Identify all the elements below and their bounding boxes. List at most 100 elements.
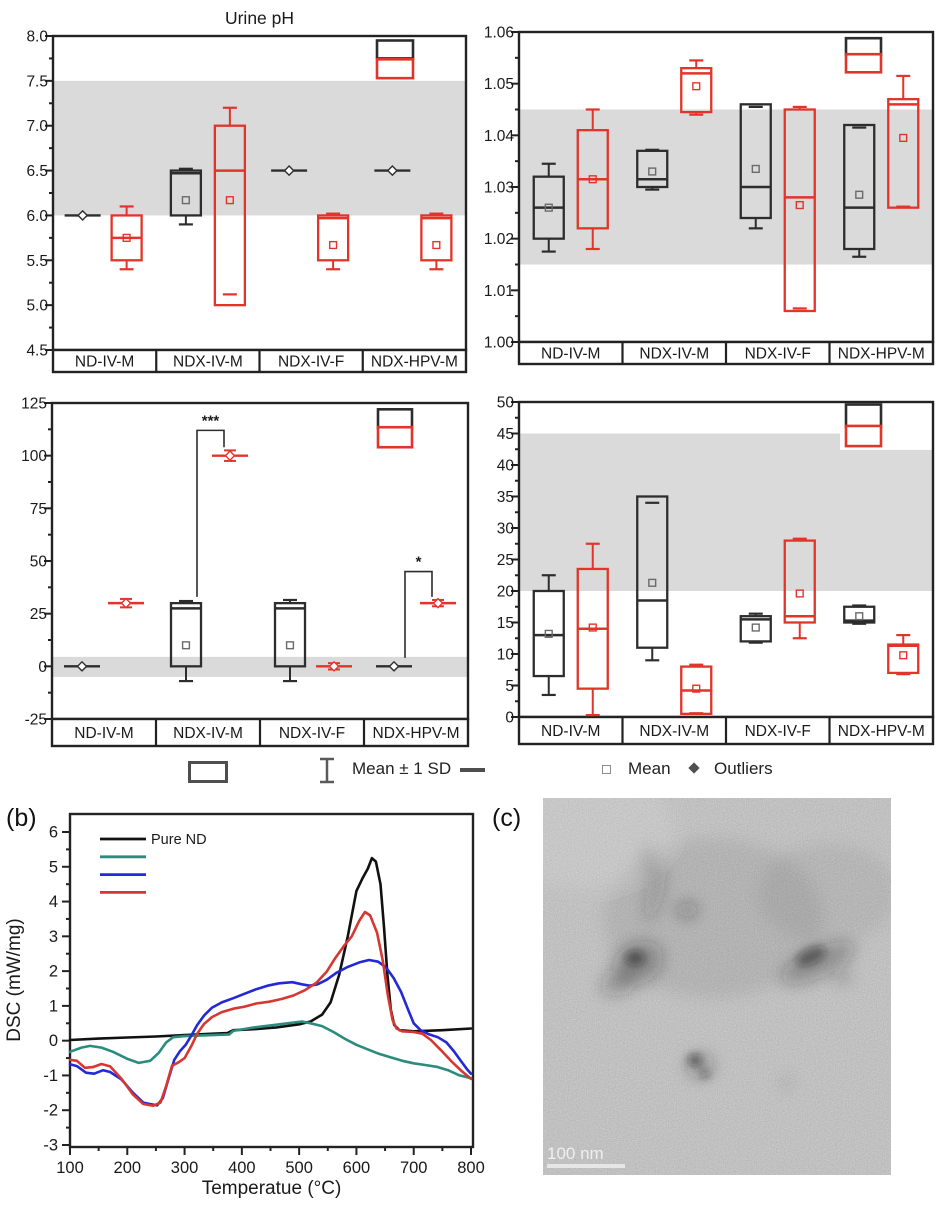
mean-label: Mean (628, 759, 671, 778)
red-box (420, 214, 453, 262)
red-mean-marker (432, 597, 444, 609)
y-tick-label: 50 (497, 395, 515, 412)
black-box (532, 589, 565, 678)
red-mean-marker (329, 240, 338, 250)
y-tick-label: 5.0 (26, 298, 48, 315)
x-tick-label: 600 (343, 1159, 371, 1177)
y-tick-label: 1.00 (484, 335, 515, 352)
y-tick-label: 0 (49, 1032, 58, 1050)
reference-band (54, 80, 465, 216)
y-tick-label: 25 (30, 606, 47, 623)
category-label: ND-IV-M (75, 354, 134, 371)
red-mean-marker (122, 233, 131, 242)
reference-band (520, 109, 932, 265)
black-mean-marker (181, 196, 190, 205)
y-tick-label: 75 (30, 501, 47, 518)
y-tick-label: -25 (25, 712, 47, 729)
black-box (636, 149, 669, 189)
y-tick-label: 4.5 (26, 343, 48, 360)
boxplot-summary-legend: Mean ± 1 SD Mean Outliers (0, 750, 940, 798)
dsc-series-Pure ND (68, 856, 473, 1042)
inset-red-box (376, 425, 414, 449)
inset-red-box (375, 58, 415, 80)
y-tick-label: 50 (30, 554, 48, 571)
x-axis-title: Temperatue (°C) (202, 1178, 342, 1199)
red-mean-marker (692, 82, 701, 91)
x-tick-label: 400 (228, 1159, 256, 1177)
y-tick-label: -1 (43, 1067, 58, 1085)
boxplot-mid-left: -25 0 25 50 75 100 125 ND-IV-M NDX-IV-M NDX-IV-F N… (21, 396, 470, 748)
plot-frame (68, 812, 475, 1149)
outliers-label: Outliers (714, 759, 773, 778)
reference-band (53, 656, 467, 677)
y-tick-label: 30 (497, 521, 515, 538)
y-tick-label: 4 (49, 893, 58, 911)
y-tick-label: 6 (49, 824, 58, 842)
y-tick-label: 100 (21, 448, 47, 465)
black-mean-marker (751, 164, 760, 174)
red-box (887, 98, 920, 209)
y-tick-label: 6.5 (26, 163, 48, 180)
y-tick-label: 1.04 (484, 128, 515, 145)
red-mean-marker (120, 597, 132, 609)
red-mean-marker (795, 589, 804, 598)
red-mean-marker (588, 175, 597, 184)
y-tick-label: 3 (49, 928, 58, 946)
black-mean-marker (648, 167, 657, 176)
category-label: NDX-IV-F (745, 346, 811, 363)
y-tick-label: 25 (497, 552, 514, 569)
box-outline-icon (188, 761, 228, 783)
red-mean-marker (899, 651, 908, 660)
black-mean-marker (648, 578, 657, 587)
red-mean-marker (224, 450, 236, 462)
y-tick-label: 5 (505, 678, 514, 695)
legend-label: Pure ND (151, 832, 207, 848)
black-mean-marker (386, 165, 398, 177)
x-tick-label: 700 (400, 1159, 428, 1177)
red-box (316, 214, 350, 262)
outlier-marker-icon (688, 762, 700, 774)
category-label: NDX-HPV-M (371, 354, 458, 371)
dsc-line-chart: 100 200 300 400 500 600 700 800 -3 -2 -1 0 1 2 3 4 5 6 Tem… (4, 812, 485, 1199)
inset-black-box (844, 36, 883, 57)
category-label: NDX-IV-F (745, 723, 811, 740)
y-tick-label: -3 (43, 1137, 58, 1155)
black-mean-marker (285, 641, 295, 650)
y-tick-label: 1.05 (484, 76, 514, 93)
y-tick-label: 0 (38, 659, 47, 676)
y-tick-label: 2 (49, 963, 58, 981)
inset-red-box (844, 52, 883, 74)
red-box (783, 108, 816, 313)
inset-black-box (375, 39, 415, 60)
black-mean-marker (388, 660, 400, 672)
significance-stars: *** (202, 412, 220, 429)
red-mean-marker (432, 240, 441, 250)
y-tick-label: 1 (49, 997, 58, 1015)
category-label: NDX-IV-M (173, 725, 243, 742)
y-tick-label: 125 (21, 396, 47, 413)
tem-scale-bar-label: 100 nm (547, 1144, 604, 1163)
y-tick-label: 5.5 (26, 253, 48, 270)
category-label: ND-IV-M (541, 346, 600, 363)
inset-black-box (376, 408, 414, 430)
tem-scale-bar (547, 1164, 625, 1168)
tem-aggregate-cores (625, 946, 826, 1078)
mean-sd-label: Mean ± 1 SD (352, 759, 452, 778)
black-mean-marker (855, 190, 864, 199)
y-tick-label: 35 (497, 489, 514, 506)
category-label: NDX-IV-M (639, 723, 709, 740)
black-box (636, 495, 669, 649)
red-box (783, 539, 816, 624)
y-tick-label: 7.5 (26, 73, 48, 90)
black-box (273, 601, 307, 668)
category-label: NDX-IV-F (279, 725, 345, 742)
dsc-series-dsc_red (68, 910, 473, 1107)
red-box (213, 124, 247, 307)
x-tick-label: 100 (56, 1159, 84, 1177)
y-tick-label: 6.0 (26, 208, 48, 225)
y-tick-label: 1.06 (484, 25, 514, 42)
y-tick-label: -2 (43, 1102, 58, 1120)
median-dash-icon (460, 768, 485, 772)
x-tick-label: 200 (114, 1159, 142, 1177)
significance-bracket (404, 570, 433, 658)
